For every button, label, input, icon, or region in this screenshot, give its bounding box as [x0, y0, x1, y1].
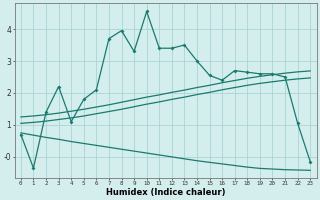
X-axis label: Humidex (Indice chaleur): Humidex (Indice chaleur) — [106, 188, 225, 197]
